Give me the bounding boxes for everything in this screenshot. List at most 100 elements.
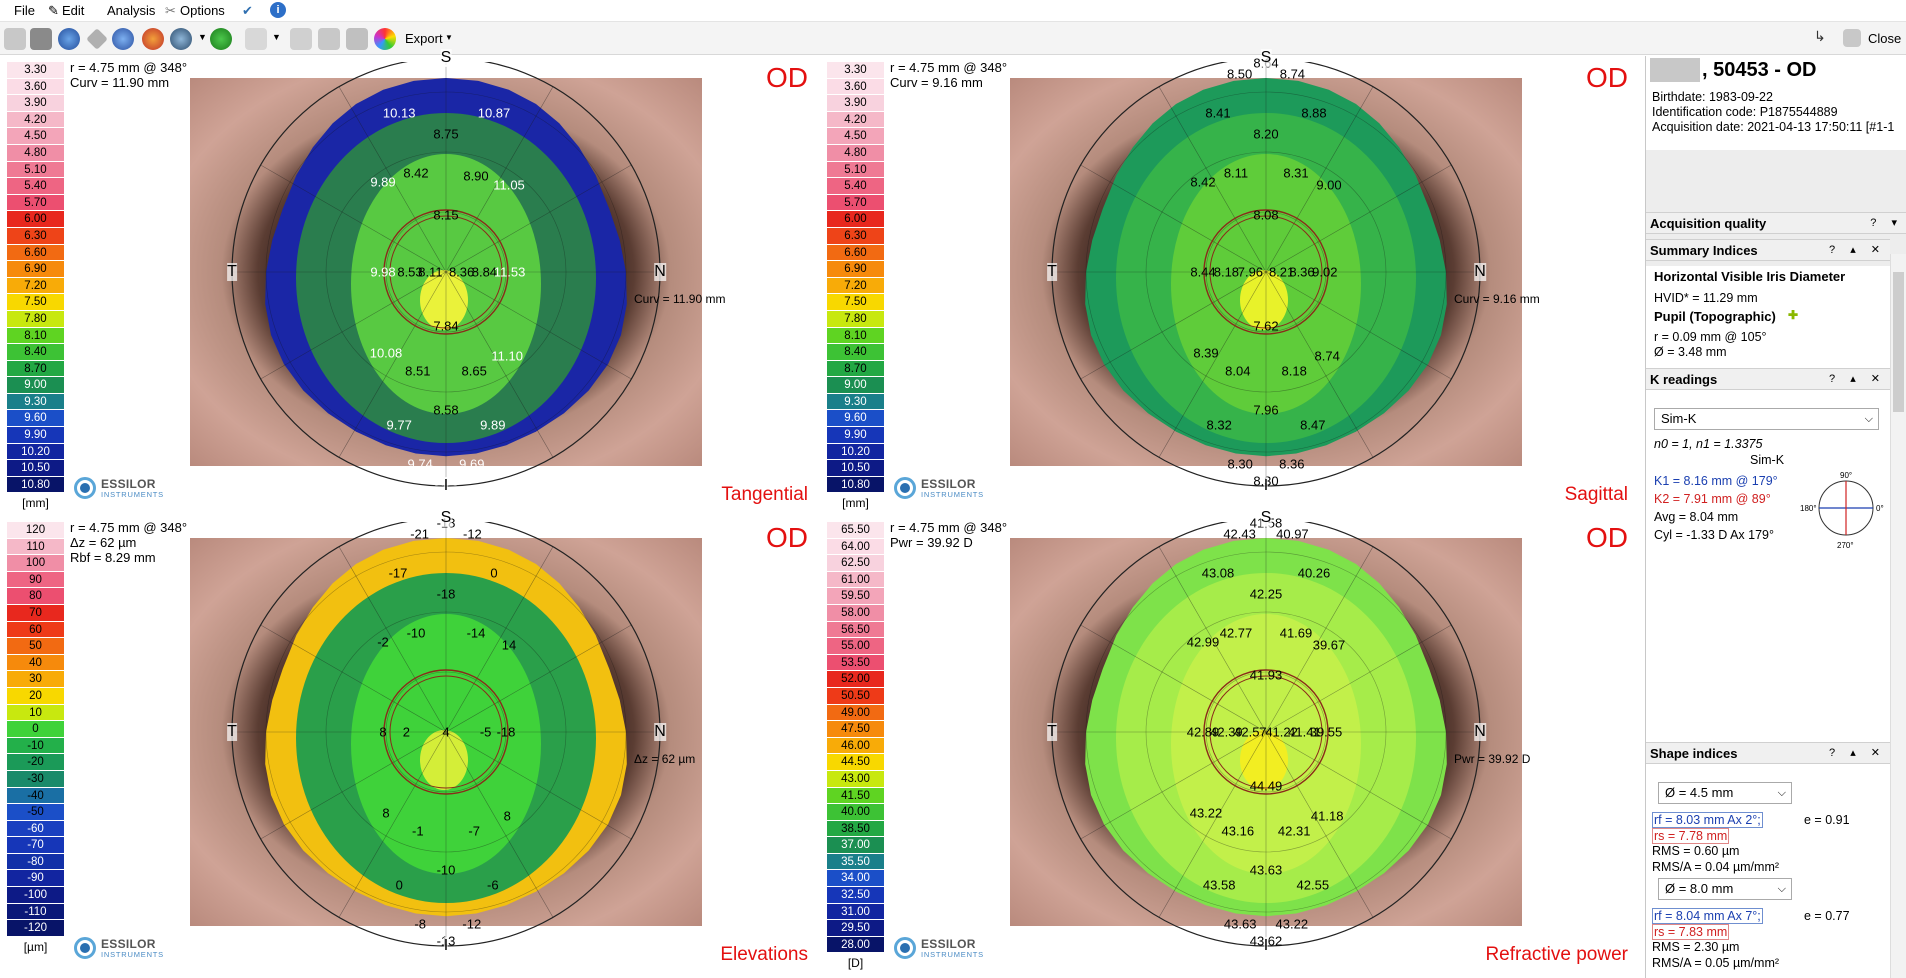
scale-value: 8.40: [7, 344, 64, 361]
shape-indices-header[interactable]: Shape indices? ▴ ✕: [1646, 742, 1890, 764]
side-panel-scrollbar[interactable]: [1890, 254, 1906, 978]
concentric-ring: [325, 611, 567, 853]
pupil-ring: [1203, 209, 1329, 335]
info-icon[interactable]: i: [270, 2, 286, 18]
concentric-ring: [265, 91, 627, 453]
diamond-icon[interactable]: [86, 28, 108, 50]
map-value: 8.90: [463, 168, 489, 184]
acquisition-date: Acquisition date: 2021-04-13 17:50:11 [#…: [1652, 120, 1895, 134]
scale-value: 29.50: [827, 920, 884, 937]
pencil-icon: ✎: [48, 3, 59, 18]
scale-value: 10: [7, 704, 64, 722]
chevron-down-icon[interactable]: ▼: [272, 32, 281, 42]
pupil-title: Pupil (Topographic): [1654, 309, 1776, 324]
concentric-ring: [1145, 611, 1387, 853]
menu-edit[interactable]: Edit: [62, 3, 85, 18]
green-circle-icon[interactable]: [210, 28, 232, 50]
k-readings-header[interactable]: K readings? ▴ ✕: [1646, 368, 1890, 390]
axis-90-label: 90°: [1840, 471, 1853, 480]
map-value: 8.58: [433, 402, 459, 418]
summary-indices-header[interactable]: Summary Indices? ▴ ✕: [1646, 239, 1890, 261]
scale-value: 50.50: [827, 687, 884, 705]
print-icon[interactable]: [245, 28, 267, 50]
topography-map[interactable]: [120, 522, 740, 962]
chevron-down-icon[interactable]: ▼: [198, 32, 207, 42]
map-center-zone: [1240, 270, 1288, 330]
pupil-diameter: Ø = 3.48 mm: [1654, 345, 1727, 359]
map-value: 9.74: [407, 456, 433, 472]
menu-options[interactable]: Options: [180, 3, 225, 18]
pupil-ring: [383, 669, 509, 795]
simk-label: Sim-K: [1750, 453, 1785, 467]
scale-value: 4.80: [7, 144, 64, 162]
map-value: 11.53: [493, 264, 526, 280]
close-icon[interactable]: [1843, 29, 1861, 47]
capture2-icon[interactable]: [346, 28, 368, 50]
scale-value: -110: [7, 903, 64, 921]
map-value: 8.20: [1253, 126, 1279, 142]
color-wheel-icon[interactable]: [374, 28, 396, 50]
map-value: 8: [503, 808, 511, 824]
meridian-line: [260, 624, 632, 840]
map-value: 8.42: [403, 165, 429, 181]
map-value: 44.49: [1249, 778, 1283, 794]
scrollbar-thumb[interactable]: [1893, 272, 1904, 412]
map-value: 8: [379, 724, 387, 740]
layout-icon[interactable]: [4, 28, 26, 50]
color-scale: 65.50 64.00 62.50 61.00 59.50 58.00 56.50 55.00…: [827, 522, 884, 970]
hvid-value: HVID* = 11.29 mm: [1654, 291, 1758, 305]
scale-value: 43.00: [827, 770, 884, 788]
k-readings-select[interactable]: Sim-K ⌵: [1654, 408, 1879, 430]
ring-label-n: N: [654, 723, 666, 741]
compare-icon[interactable]: [170, 28, 192, 50]
k2-value: K2 = 7.91 mm @ 89°: [1654, 492, 1771, 506]
menu-file[interactable]: File: [14, 3, 35, 18]
map-value: 0: [490, 565, 498, 581]
scale-value: 56.50: [827, 621, 884, 639]
map-value: 41.69: [1279, 625, 1313, 641]
globe-icon[interactable]: [112, 28, 134, 50]
meridian-line: [1158, 546, 1374, 918]
topography-map[interactable]: [940, 522, 1560, 962]
map-value: -18: [436, 586, 456, 602]
eye-icon[interactable]: [58, 28, 80, 50]
shape-diameter-select-2[interactable]: Ø = 8.0 mm ⌵: [1658, 878, 1792, 900]
image-icon[interactable]: [30, 28, 52, 50]
k-axis-diagram: [1818, 480, 1874, 536]
shape-diameter-select-1[interactable]: Ø = 4.5 mm ⌵: [1658, 782, 1792, 804]
scale-value: 110: [7, 538, 64, 556]
map-value: 40.26: [1297, 565, 1331, 581]
scale-value: 4.20: [827, 111, 884, 129]
close-button[interactable]: Close: [1868, 31, 1902, 46]
map-value: 8.21: [1268, 264, 1295, 280]
map-value: -10: [406, 625, 426, 641]
topography-map[interactable]: [120, 62, 740, 502]
map-value: 8.30: [1227, 456, 1253, 472]
menu-analysis[interactable]: Analysis: [107, 3, 156, 18]
export-button[interactable]: Export: [405, 31, 443, 46]
acquisition-quality-header[interactable]: Acquisition quality? ▾: [1646, 212, 1906, 234]
scale-value: 6.90: [7, 261, 64, 278]
return-icon[interactable]: ↳: [1814, 28, 1826, 44]
capture-icon[interactable]: [318, 28, 340, 50]
scale-value: 10.50: [827, 460, 884, 477]
scale-value: 50: [7, 638, 64, 655]
scale-value: 90: [7, 571, 64, 589]
map-value: 39.67: [1312, 637, 1346, 653]
scale-value: 5.40: [7, 178, 64, 195]
scale-value: 62.50: [827, 555, 884, 572]
chevron-down-icon[interactable]: ▼: [445, 33, 453, 42]
topo-map-icon[interactable]: [142, 28, 164, 50]
map-value: 8.84: [471, 264, 498, 280]
help-icon[interactable]: ✔: [242, 3, 253, 18]
cursor-annotation: Δz = 62 µm: [634, 752, 696, 766]
rs-value-2: rs = 7.83 mm: [1652, 924, 1730, 940]
scale-value: 5.70: [827, 194, 884, 212]
essilor-logo: ESSILOR INSTRUMENTS: [74, 476, 174, 502]
scale-value: -30: [7, 770, 64, 788]
identification-code: Identification code: P1875544889: [1652, 105, 1838, 119]
scale-value: -40: [7, 787, 64, 805]
rf-value-2: rf = 8.04 mm Ax 7°;: [1652, 908, 1763, 924]
topography-map[interactable]: [940, 62, 1560, 502]
camera-icon[interactable]: [290, 28, 312, 50]
